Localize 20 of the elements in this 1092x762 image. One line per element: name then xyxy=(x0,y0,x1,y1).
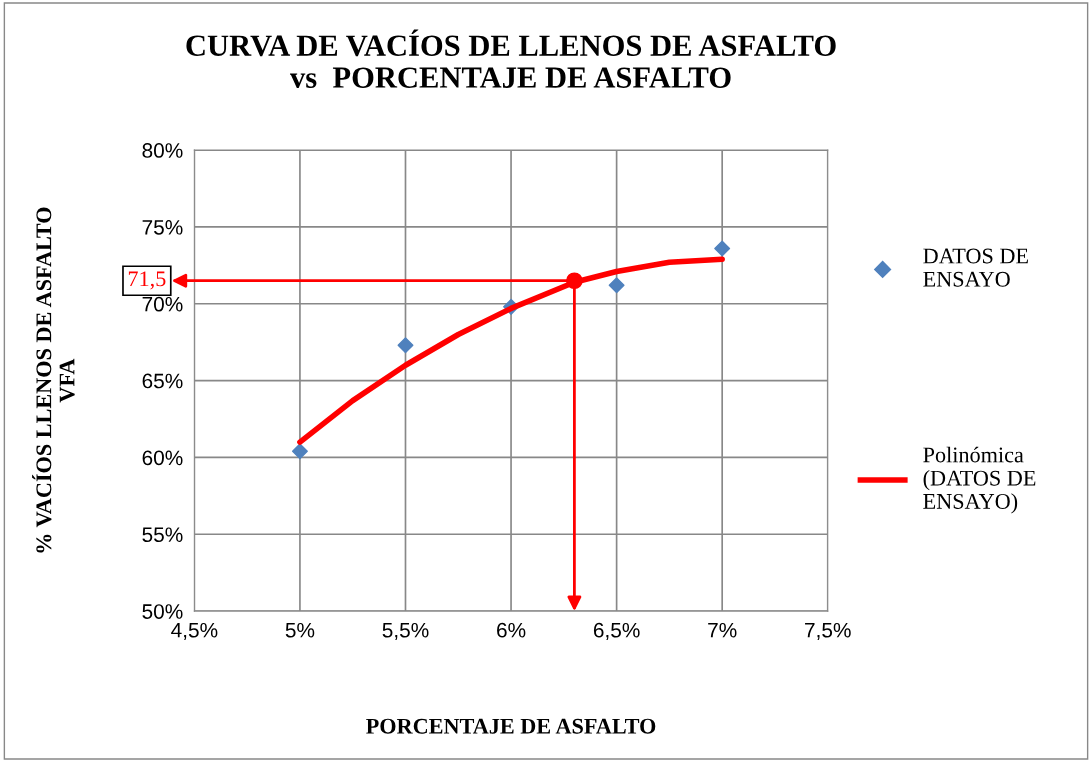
legend-label: Polinómica (DATOS DE ENSAYO) xyxy=(923,446,1036,514)
chart-title: CURVA DE VACÍOS DE LLENOS DE ASFALTO vs PORCENTAJE DE ASFALTO xyxy=(186,29,836,88)
y-axis-title: % VACÍOS LLENOS DE ASFALTO VFA xyxy=(32,207,75,553)
y-tick-label: 50% xyxy=(142,604,183,619)
y-tick-label: 70% xyxy=(142,296,183,312)
x-tick-label: 6% xyxy=(497,622,526,638)
y-tick-label: 60% xyxy=(142,450,183,466)
y-tick-label: 55% xyxy=(142,527,183,543)
x-tick-label: 7,5% xyxy=(805,622,851,640)
y-tick-label: 75% xyxy=(142,220,183,235)
x-axis-title: PORCENTAJE DE ASFALTO xyxy=(366,718,656,734)
x-tick-label: 6,5% xyxy=(593,622,640,640)
x-tick-label: 5% xyxy=(285,622,315,638)
y-tick-label: 80% xyxy=(142,143,183,158)
x-tick-label: 5,5% xyxy=(382,622,429,640)
x-tick-label: 4,5% xyxy=(171,622,218,640)
annotation: 71,5 xyxy=(128,271,166,290)
legend-label: DATOS DE ENSAYO xyxy=(923,248,1028,287)
x-tick-label: 7% xyxy=(708,622,737,638)
y-tick-label: 65% xyxy=(142,373,183,389)
